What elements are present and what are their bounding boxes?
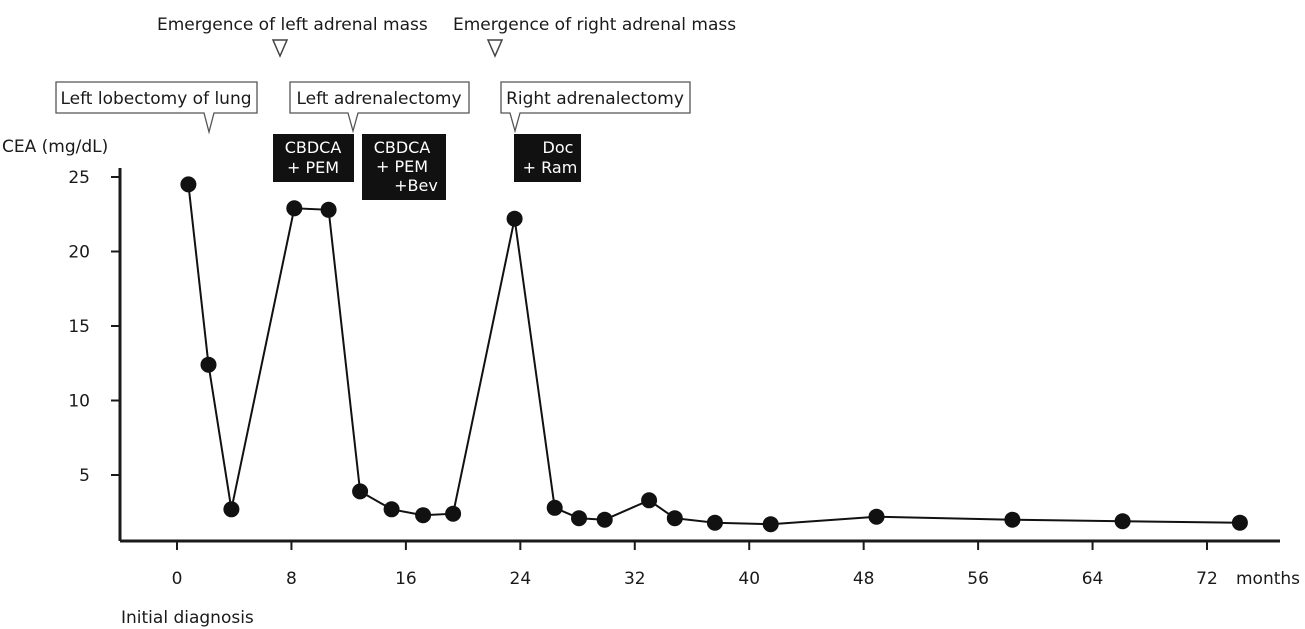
y-tick-label: 10	[68, 392, 90, 412]
treatment-1-line-2: + PEM	[287, 158, 339, 177]
data-point	[546, 499, 563, 516]
treatment-box-cbdca-pem: CBDCA + PEM	[273, 134, 354, 182]
lobectomy-callout-shape	[55, 81, 258, 135]
treatment-3-line-2: + Ram	[523, 158, 578, 177]
x-tick-label: 32	[624, 569, 646, 589]
data-point	[706, 514, 723, 531]
right-adrenalectomy-callout-shape	[500, 81, 691, 134]
x-tick-label: 24	[510, 569, 532, 589]
treatment-1-line-1: CBDCA	[285, 138, 342, 157]
right-adrenalectomy-label: Right adrenalectomy	[506, 89, 684, 109]
data-point	[868, 508, 885, 525]
data-point	[666, 510, 683, 527]
treatment-2-line-1: CBDCA	[374, 138, 431, 157]
data-point	[1114, 513, 1131, 530]
data-point	[320, 201, 337, 218]
treatment-box-doc-ram: Doc + Ram	[514, 134, 581, 182]
event-emergence-left-label: Emergence of left adrenal mass	[157, 15, 428, 35]
y-tick-label: 25	[68, 168, 90, 188]
x-tick-label: 16	[395, 569, 417, 589]
cea-series-points	[180, 176, 1248, 533]
data-point	[571, 510, 587, 527]
data-point	[641, 492, 658, 509]
x-axis-label: months	[1236, 569, 1300, 589]
y-tick-label: 5	[79, 466, 90, 486]
left-adrenalectomy-label: Left adrenalectomy	[296, 89, 461, 109]
treatment-2-line-2: + PEM	[376, 157, 428, 176]
cea-series-line	[187, 184, 1240, 526]
x-origin-label: Initial diagnosis	[121, 608, 254, 628]
treatment-2-line-3: +Bev	[394, 176, 438, 195]
data-point	[596, 511, 613, 528]
data-point	[286, 200, 303, 217]
data-point	[506, 210, 523, 227]
data-point	[383, 501, 400, 518]
lobectomy-label: Left lobectomy of lung	[60, 89, 251, 109]
x-tick-label: 64	[1082, 569, 1104, 589]
event-emergence-right-triangle-icon	[486, 39, 504, 58]
data-point	[762, 516, 779, 533]
y-tick-label: 20	[68, 243, 90, 263]
x-tick-label: 40	[738, 569, 760, 589]
treatment-box-cbdca-pem-bev-bg	[362, 134, 446, 200]
left-adrenalectomy-callout-shape	[289, 81, 470, 134]
y-ticks: 5 10 15 20 25	[68, 168, 120, 486]
x-tick-label: 72	[1196, 569, 1218, 589]
treatment-box-doc-ram-bg	[514, 134, 581, 182]
event-emergence-right-label: Emergence of right adrenal mass	[453, 15, 736, 35]
data-point	[200, 356, 217, 373]
event-right-adrenalectomy-callout: Right adrenalectomy	[500, 81, 691, 134]
x-tick-label: 56	[967, 569, 989, 589]
x-tick-label: 48	[853, 569, 875, 589]
treatment-box-cbdca-pem-bg	[273, 134, 354, 182]
event-emergence-left-triangle-icon	[271, 39, 289, 58]
data-point	[445, 505, 462, 522]
event-lobectomy-callout: Left lobectomy of lung	[55, 81, 258, 135]
data-point	[180, 176, 197, 193]
data-point	[415, 507, 432, 524]
y-tick-label: 15	[68, 317, 90, 337]
event-emergence-right: Emergence of right adrenal mass	[453, 15, 736, 58]
x-tick-label: 8	[286, 569, 297, 589]
data-point	[352, 483, 369, 500]
x-tick-label: 0	[172, 569, 183, 589]
treatment-box-cbdca-pem-bev: CBDCA + PEM +Bev	[362, 134, 446, 200]
y-axis-label: CEA (mg/dL)	[2, 137, 108, 157]
data-point	[1004, 511, 1021, 528]
event-left-adrenalectomy-callout: Left adrenalectomy	[289, 81, 470, 134]
x-ticks: 0 8 16 24 32 40 48 56 64 72	[172, 541, 1218, 589]
data-point	[223, 501, 240, 518]
treatment-3-line-1: Doc	[543, 138, 574, 157]
event-emergence-left: Emergence of left adrenal mass	[157, 15, 428, 58]
data-point	[1231, 514, 1248, 531]
